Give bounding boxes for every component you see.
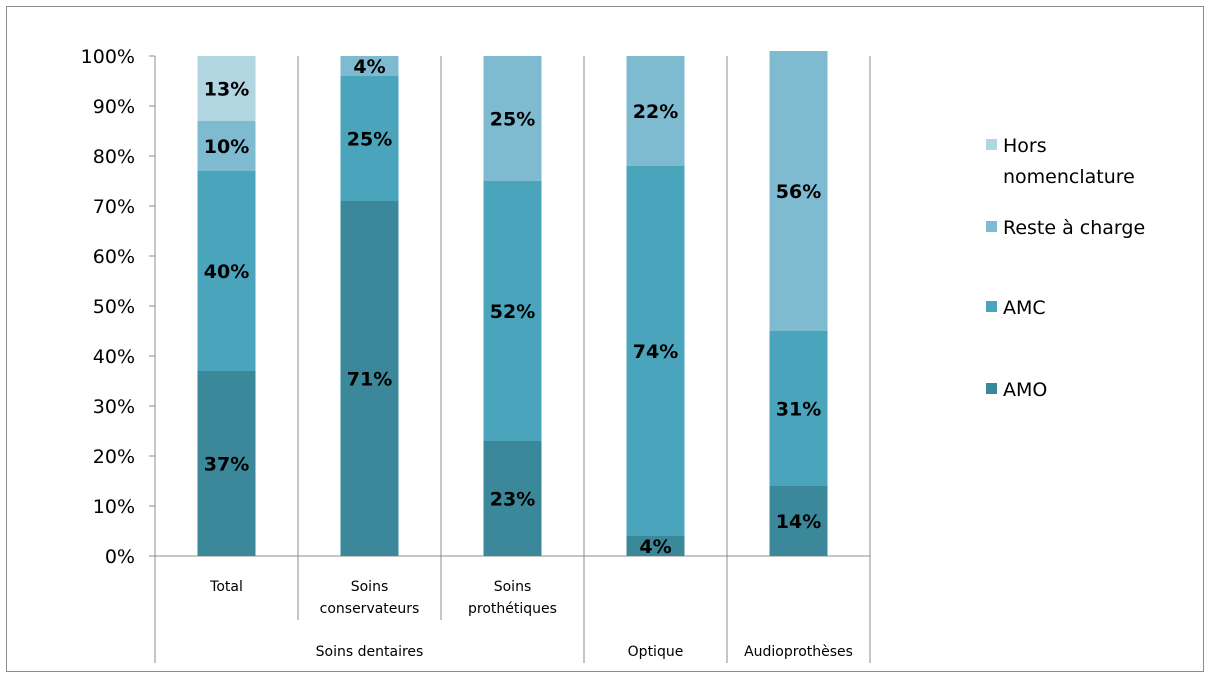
bar-segment — [340, 76, 399, 201]
bar-segment — [340, 201, 399, 556]
legend-swatch — [986, 301, 997, 312]
bar-segment — [197, 121, 256, 171]
data-label: 4% — [639, 536, 671, 558]
legend-label: Hors — [1003, 135, 1047, 157]
legend-label: AMC — [1003, 297, 1046, 319]
legend-swatch — [986, 139, 997, 150]
data-label: 52% — [490, 301, 535, 323]
data-label: 10% — [204, 136, 249, 158]
data-label: 31% — [776, 399, 821, 421]
y-tick-label: 0% — [105, 546, 135, 568]
y-tick-label: 90% — [93, 96, 135, 118]
legend-label: Reste à charge — [1003, 217, 1145, 239]
data-label: 14% — [776, 511, 821, 533]
bar-segment — [626, 56, 685, 166]
data-label: 25% — [347, 129, 392, 151]
data-label: 23% — [490, 489, 535, 511]
bar-segment — [483, 56, 542, 181]
legend-swatch — [986, 383, 997, 394]
legend-swatch — [986, 221, 997, 232]
data-label: 4% — [353, 56, 385, 78]
y-tick-label: 10% — [93, 496, 135, 518]
bar-segment — [769, 331, 828, 486]
y-tick-label: 60% — [93, 246, 135, 268]
bar-segment — [769, 51, 828, 331]
bar-segment — [197, 171, 256, 371]
legend-label: nomenclature — [1003, 166, 1135, 188]
bar-segment — [197, 56, 256, 121]
x-category-label: Total — [209, 579, 243, 595]
data-label: 25% — [490, 109, 535, 131]
bar-segment — [626, 166, 685, 536]
x-category-label: conservateurs — [320, 601, 420, 617]
data-label: 37% — [204, 454, 249, 476]
data-label: 13% — [204, 79, 249, 101]
data-label: 74% — [633, 341, 678, 363]
x-group-label: Soins dentaires — [316, 644, 424, 660]
legend-label: AMO — [1003, 379, 1047, 401]
y-tick-label: 80% — [93, 146, 135, 168]
y-tick-label: 50% — [93, 296, 135, 318]
x-category-label: Soins — [351, 579, 389, 595]
x-category-label: prothétiques — [468, 601, 557, 617]
x-category-label: Soins — [494, 579, 532, 595]
data-label: 40% — [204, 261, 249, 283]
x-group-label: Audioprothèses — [744, 644, 853, 660]
bar-segment — [340, 56, 399, 76]
data-label: 56% — [776, 181, 821, 203]
data-label: 71% — [347, 369, 392, 391]
y-tick-label: 30% — [93, 396, 135, 418]
bar-segment — [769, 486, 828, 556]
data-label: 22% — [633, 101, 678, 123]
x-group-label: Optique — [628, 644, 684, 660]
bar-segment — [626, 536, 685, 556]
y-tick-label: 20% — [93, 446, 135, 468]
y-tick-label: 40% — [93, 346, 135, 368]
bar-segment — [483, 441, 542, 556]
y-tick-label: 70% — [93, 196, 135, 218]
y-tick-label: 100% — [81, 46, 135, 68]
bar-segment — [197, 371, 256, 556]
bar-segment — [483, 181, 542, 441]
